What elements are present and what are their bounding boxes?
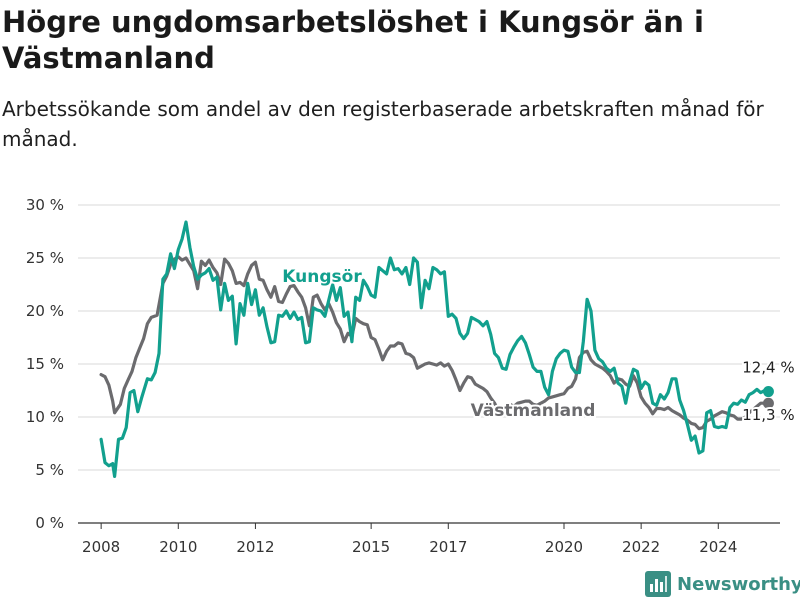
y-tick-label: 30 % [26, 196, 64, 214]
x-tick-label: 2020 [545, 538, 583, 556]
x-tick-label: 2024 [699, 538, 737, 556]
end-label-vastmanland: 11,3 % [742, 406, 794, 424]
series-label-vastmanland: Västmanland [471, 401, 596, 421]
series-labels: Kungsör Västmanland 12,4 % 11,3 % [280, 265, 796, 426]
grid-lines [78, 204, 780, 524]
y-tick-label: 20 % [26, 302, 64, 320]
chart-title: Högre ungdomsarbetslöshet i Kungsör än i… [2, 5, 704, 75]
x-tick-label: 2015 [352, 538, 390, 556]
x-tick-label: 2012 [236, 538, 274, 556]
y-tick-label: 10 % [26, 408, 64, 426]
y-tick-label: 15 % [26, 355, 64, 373]
x-tick-label: 2017 [429, 538, 467, 556]
y-tick-label: 5 % [35, 461, 64, 479]
y-axis-ticks: 0 % 5 % 10 % 15 % 20 % 25 % 30 % [26, 196, 64, 532]
brand-name: Newsworthy [677, 573, 800, 595]
series-label-kungsor: Kungsör [282, 267, 362, 287]
x-tick-label: 2010 [159, 538, 197, 556]
y-tick-label: 0 % [35, 514, 64, 532]
series-line-vastmanland [99, 255, 770, 431]
series-end-point [762, 397, 774, 409]
chart-subtitle: Arbetssökande som andel av den registerb… [2, 97, 764, 151]
y-tick-label: 25 % [26, 249, 64, 267]
x-tick-label: 2022 [622, 538, 660, 556]
end-label-kungsor: 12,4 % [742, 359, 794, 377]
series-lines [99, 220, 774, 478]
series-end-point [762, 386, 774, 398]
brand-logo[interactable]: Newsworthy [645, 570, 800, 598]
x-axis-ticks: 2008 2010 2012 2015 2017 2020 2022 2024 [82, 523, 737, 556]
series-line-kungsor [99, 220, 770, 478]
x-tick-label: 2008 [82, 538, 120, 556]
line-chart: 0 %5 %10 %15 %20 %25 %30 % 2008 2010 2012 2… [26, 196, 797, 556]
bar-chart-logo-icon [645, 571, 671, 597]
